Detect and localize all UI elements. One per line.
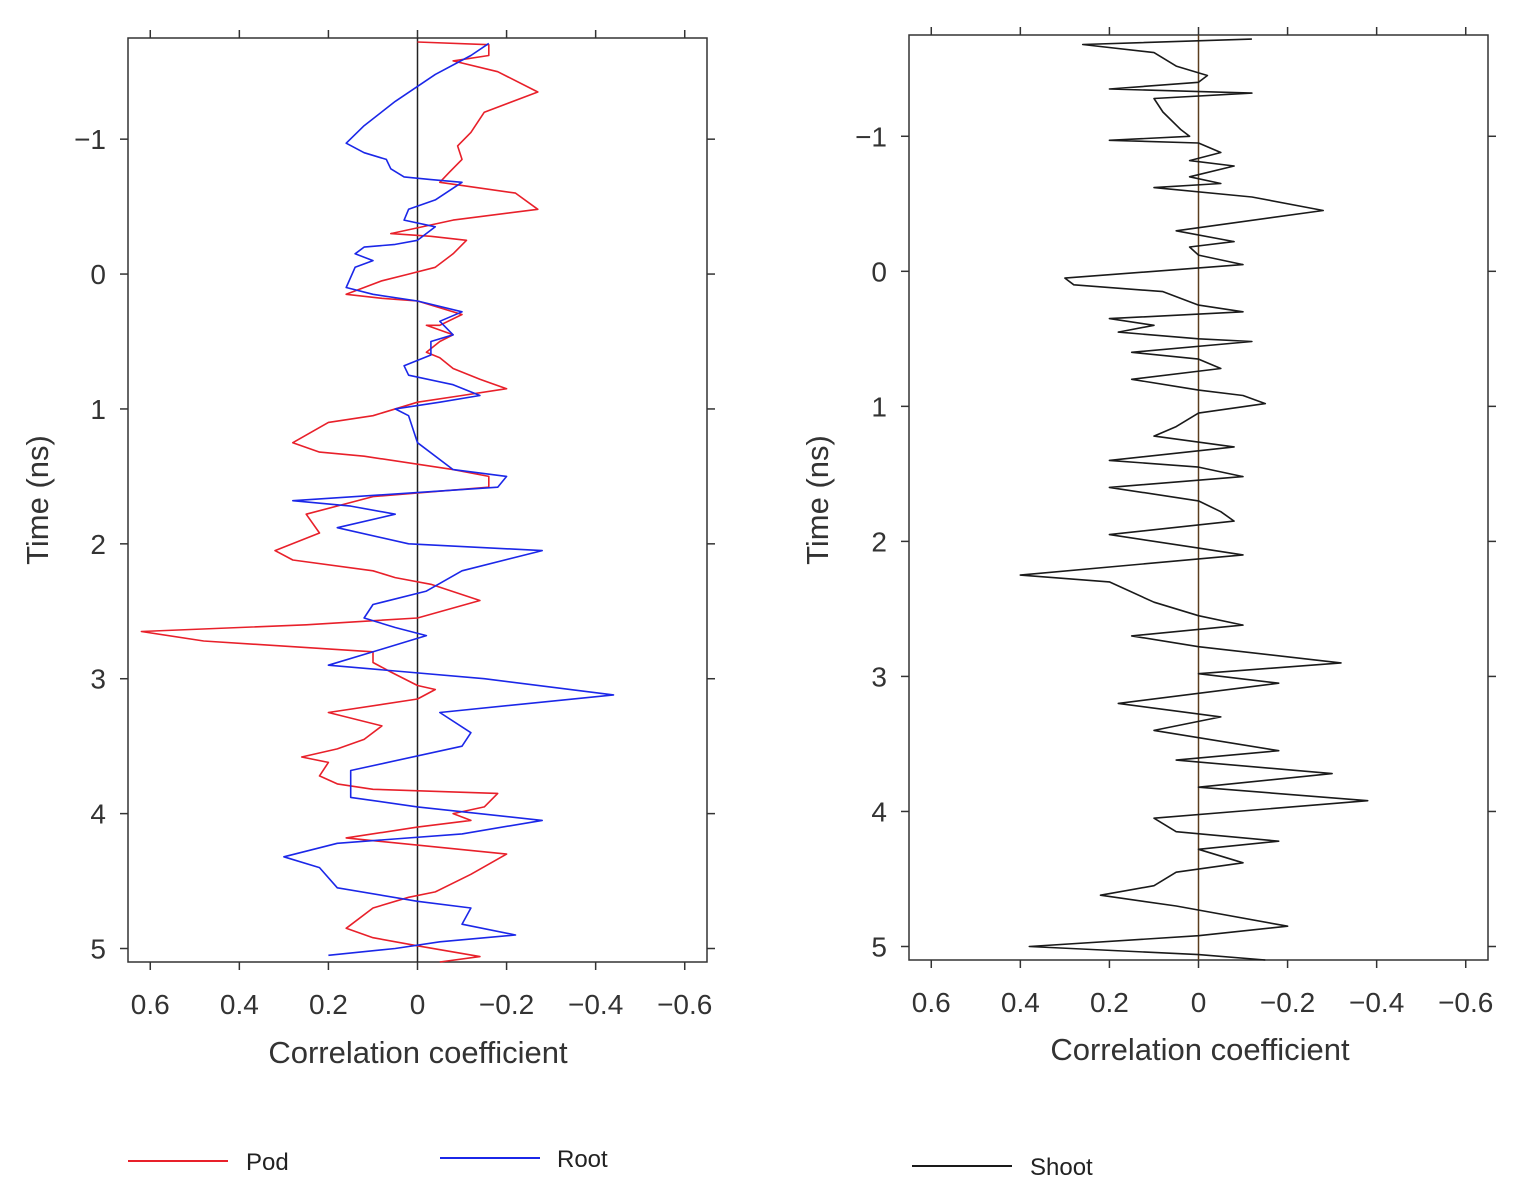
left-panel: Correlation coefficient Time (ns) 0.6 0.4…: [20, 30, 715, 1070]
right-x-tick-label: −0.6: [1438, 987, 1493, 1018]
left-x-axis-title: Correlation coefficient: [268, 1035, 568, 1070]
right-x-axis-title: Correlation coefficient: [1050, 1032, 1350, 1067]
left-y-tick-label: 2: [90, 529, 106, 560]
right-panel: Correlation coefficient Time (ns) 0.6 0.4…: [800, 27, 1496, 1067]
right-x-tick-label: −0.4: [1349, 987, 1404, 1018]
right-y-tick-label: 2: [871, 526, 887, 557]
right-y-tick-label: 1: [871, 391, 887, 422]
left-x-tick-label: 0: [410, 989, 426, 1020]
left-series-root-line: [283, 42, 615, 957]
left-y-tick-label: 5: [90, 934, 106, 965]
left-y-tick-label: −1: [74, 124, 106, 155]
left-y-tick-label: 1: [90, 394, 106, 425]
right-x-tick-label: 0.6: [912, 987, 951, 1018]
left-y-tick-label: 4: [90, 799, 106, 830]
left-x-tick-label: 0.6: [131, 989, 170, 1020]
legend: Pod Root Shoot: [128, 1146, 1093, 1181]
right-y-axis-title: Time (ns): [800, 435, 835, 565]
right-y-tick-label: 0: [871, 256, 887, 287]
right-x-tick-label: 0.4: [1001, 987, 1040, 1018]
right-y-tick-label: 4: [871, 796, 887, 827]
right-x-tick-label: −0.2: [1260, 987, 1315, 1018]
left-y-tick-label: 0: [90, 259, 106, 290]
left-x-tick-label: −0.2: [479, 989, 534, 1020]
left-x-tick-label: 0.2: [309, 989, 348, 1020]
right-y-tick-label: 3: [871, 661, 887, 692]
legend-label-pod: Pod: [246, 1149, 289, 1176]
legend-label-root: Root: [557, 1146, 608, 1173]
legend-label-shoot: Shoot: [1030, 1154, 1093, 1181]
right-series-shoot-line: [1019, 38, 1369, 961]
right-x-tick-label: 0: [1191, 987, 1207, 1018]
right-y-tick-label: 5: [871, 931, 887, 962]
right-x-tick-label: 0.2: [1090, 987, 1129, 1018]
left-y-axis-title: Time (ns): [20, 435, 55, 565]
right-y-tick-label: −1: [855, 121, 887, 152]
left-x-tick-label: 0.4: [220, 989, 259, 1020]
left-x-tick-label: −0.4: [568, 989, 623, 1020]
left-series-pod-line: [140, 41, 539, 963]
left-y-tick-label: 3: [90, 664, 106, 695]
left-x-tick-label: −0.6: [657, 989, 712, 1020]
